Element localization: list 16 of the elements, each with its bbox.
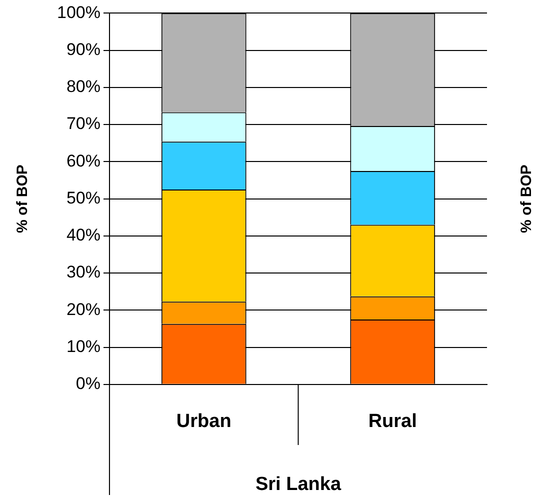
y-tick-label: 0% bbox=[76, 374, 100, 394]
x-tick-label: Rural bbox=[368, 411, 417, 432]
y-axis-title: % of BOP bbox=[14, 164, 32, 233]
y-tick-label: 60% bbox=[66, 151, 100, 170]
y-tick-label: 30% bbox=[66, 262, 100, 282]
y-tick-label: 80% bbox=[66, 77, 100, 96]
y-tick-label: 20% bbox=[66, 300, 100, 319]
y-tick-label: 70% bbox=[66, 114, 100, 134]
x-axis-title: Sri Lanka bbox=[255, 474, 342, 495]
y-tick-label: 100% bbox=[56, 2, 100, 22]
y-tick-label: 50% bbox=[66, 188, 100, 208]
x-tick-label: Urban bbox=[176, 411, 232, 432]
text: % of BOP bbox=[518, 164, 535, 233]
y-tick-label: 10% bbox=[66, 336, 100, 356]
y-tick-label: 90% bbox=[66, 40, 100, 60]
y-tick-label: 40% bbox=[66, 226, 100, 245]
